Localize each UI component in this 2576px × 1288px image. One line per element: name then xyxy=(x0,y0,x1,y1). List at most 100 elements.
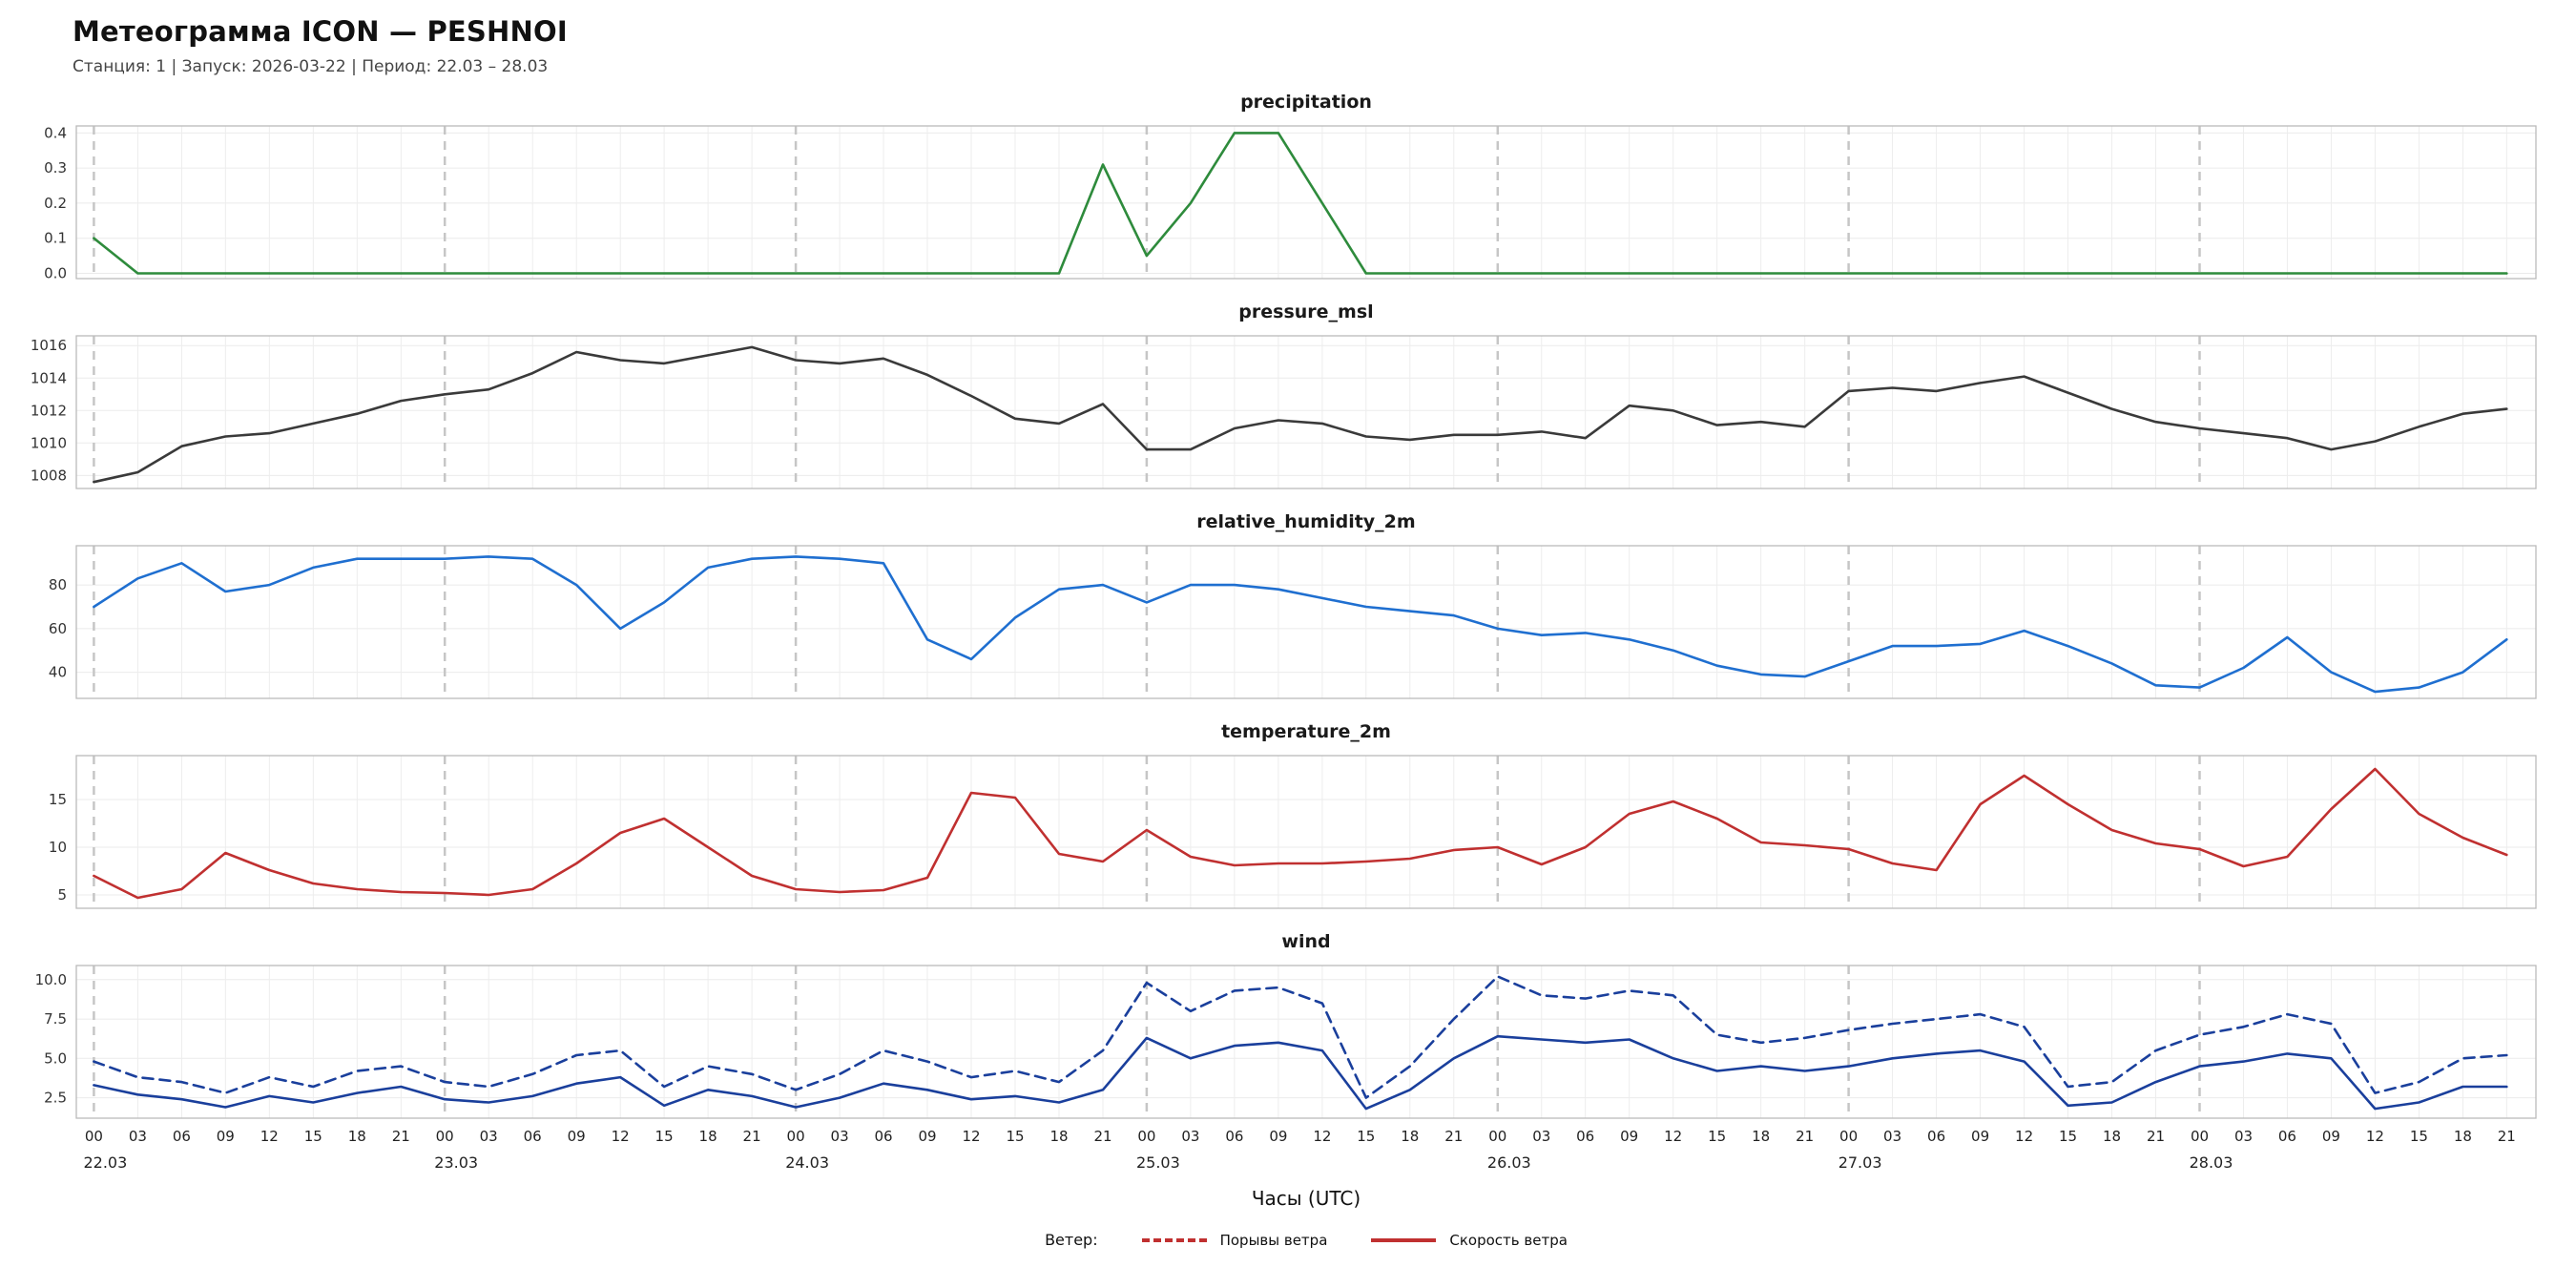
svg-text:03: 03 xyxy=(2234,1128,2253,1145)
svg-text:12: 12 xyxy=(1664,1128,1682,1145)
svg-text:06: 06 xyxy=(874,1128,892,1145)
panel-wind: wind 2.5 5.0 7.5 10.0 00 22.03 03 06 09 12 15 18 21 0… xyxy=(0,931,2576,1183)
panel-humidity: relative_humidity_2m 40 60 80 xyxy=(0,511,2576,706)
svg-text:06: 06 xyxy=(1927,1128,1945,1145)
svg-text:06: 06 xyxy=(2278,1128,2296,1145)
pressure-chart: 1008 1010 1012 1014 1016 xyxy=(31,335,2537,489)
panel-title-precipitation: precipitation xyxy=(1240,92,1372,113)
svg-text:0.4: 0.4 xyxy=(44,124,67,141)
legend-item-speed: Скорость ветра xyxy=(1371,1232,1568,1249)
svg-text:0.1: 0.1 xyxy=(44,230,67,247)
legend-label-gusts: Порывы ветра xyxy=(1219,1231,1328,1249)
solid-line-icon xyxy=(1371,1237,1437,1242)
svg-text:5: 5 xyxy=(57,886,67,904)
svg-text:00: 00 xyxy=(85,1128,103,1145)
svg-text:12: 12 xyxy=(1313,1128,1331,1145)
svg-text:0.3: 0.3 xyxy=(44,159,67,177)
svg-text:80: 80 xyxy=(49,576,67,593)
svg-text:27.03: 27.03 xyxy=(1839,1153,1882,1172)
svg-text:12: 12 xyxy=(2366,1128,2384,1145)
svg-text:21: 21 xyxy=(1093,1128,1111,1145)
svg-text:24.03: 24.03 xyxy=(785,1153,829,1172)
svg-text:18: 18 xyxy=(2103,1128,2121,1145)
legend-item-gusts: Порывы ветра xyxy=(1141,1231,1328,1249)
svg-text:1016: 1016 xyxy=(31,337,67,354)
svg-text:0.0: 0.0 xyxy=(44,265,67,282)
svg-text:15: 15 xyxy=(1708,1128,1726,1145)
svg-text:23.03: 23.03 xyxy=(434,1153,478,1172)
svg-text:21: 21 xyxy=(2147,1128,2165,1145)
legend-title: Ветер: xyxy=(1045,1231,1098,1249)
svg-text:21: 21 xyxy=(1444,1128,1463,1145)
panel-title-humidity: relative_humidity_2m xyxy=(1196,511,1416,532)
svg-text:15: 15 xyxy=(304,1128,322,1145)
svg-text:18: 18 xyxy=(2454,1128,2472,1145)
svg-text:09: 09 xyxy=(217,1128,235,1145)
panel-title-temperature: temperature_2m xyxy=(1221,721,1391,742)
svg-text:12: 12 xyxy=(2015,1128,2033,1145)
dashed-line-icon xyxy=(1141,1237,1207,1242)
svg-text:15: 15 xyxy=(1357,1128,1375,1145)
svg-text:03: 03 xyxy=(129,1128,147,1145)
page-subtitle: Станция: 1 | Запуск: 2026-03-22 | Период… xyxy=(73,57,549,76)
svg-text:09: 09 xyxy=(1269,1128,1287,1145)
svg-text:15: 15 xyxy=(655,1128,674,1145)
svg-text:09: 09 xyxy=(568,1128,586,1145)
x-axis-label: Часы (UTC) xyxy=(1251,1187,1361,1210)
svg-text:00: 00 xyxy=(1137,1128,1155,1145)
svg-text:06: 06 xyxy=(524,1128,542,1145)
svg-text:21: 21 xyxy=(392,1128,410,1145)
svg-text:18: 18 xyxy=(348,1128,366,1145)
svg-text:15: 15 xyxy=(2059,1128,2077,1145)
svg-text:09: 09 xyxy=(918,1128,936,1145)
svg-text:1012: 1012 xyxy=(31,402,67,419)
svg-text:10.0: 10.0 xyxy=(35,971,67,988)
svg-text:22.03: 22.03 xyxy=(83,1153,127,1172)
svg-text:21: 21 xyxy=(743,1128,761,1145)
svg-text:06: 06 xyxy=(173,1128,191,1145)
svg-text:12: 12 xyxy=(612,1128,630,1145)
svg-text:15: 15 xyxy=(2410,1128,2428,1145)
svg-text:60: 60 xyxy=(49,620,67,637)
page-title: Метеограмма ICON — PESHNOI xyxy=(73,15,568,48)
panel-title-pressure: pressure_msl xyxy=(1238,301,1374,322)
panel-temperature: temperature_2m 5 10 15 xyxy=(0,721,2576,916)
svg-text:25.03: 25.03 xyxy=(1136,1153,1180,1172)
svg-text:18: 18 xyxy=(699,1128,717,1145)
svg-text:09: 09 xyxy=(2322,1128,2340,1145)
svg-text:18: 18 xyxy=(1752,1128,1770,1145)
svg-text:09: 09 xyxy=(1971,1128,1989,1145)
svg-text:15: 15 xyxy=(1006,1128,1024,1145)
legend-label-speed: Скорость ветра xyxy=(1449,1231,1568,1249)
svg-text:15: 15 xyxy=(49,791,67,808)
svg-text:00: 00 xyxy=(1839,1128,1858,1145)
svg-text:21: 21 xyxy=(1796,1128,1814,1145)
temperature_2m-line-0 xyxy=(93,767,2508,900)
svg-text:00: 00 xyxy=(1488,1128,1506,1145)
svg-text:1010: 1010 xyxy=(31,434,67,451)
svg-text:03: 03 xyxy=(1532,1128,1550,1145)
svg-text:10: 10 xyxy=(49,839,67,856)
svg-text:00: 00 xyxy=(787,1128,805,1145)
svg-text:1008: 1008 xyxy=(31,467,67,484)
svg-text:09: 09 xyxy=(1620,1128,1638,1145)
svg-text:0.2: 0.2 xyxy=(44,195,67,212)
svg-text:26.03: 26.03 xyxy=(1487,1153,1531,1172)
svg-text:21: 21 xyxy=(2498,1128,2516,1145)
wind-line-0 xyxy=(93,975,2508,1099)
svg-text:2.5: 2.5 xyxy=(44,1090,67,1107)
panel-pressure: pressure_msl 1008 1010 1012 1014 1016 xyxy=(0,301,2576,496)
humidity-chart: 40 60 80 xyxy=(49,545,2537,699)
panel-precipitation: precipitation 0.0 0.1 0.2 0.3 0.4 xyxy=(0,92,2576,286)
svg-text:28.03: 28.03 xyxy=(2190,1153,2233,1172)
svg-text:03: 03 xyxy=(831,1128,849,1145)
svg-text:03: 03 xyxy=(1883,1128,1901,1145)
temperature-chart: 5 10 15 xyxy=(49,755,2537,909)
wind-line-1 xyxy=(93,1034,2508,1111)
panel-title-wind: wind xyxy=(1281,931,1331,952)
svg-text:03: 03 xyxy=(480,1128,498,1145)
panels: precipitation 0.0 0.1 0.2 0.3 0.4 pressure_m… xyxy=(0,92,2576,1183)
svg-text:18: 18 xyxy=(1401,1128,1419,1145)
svg-text:5.0: 5.0 xyxy=(44,1049,67,1067)
